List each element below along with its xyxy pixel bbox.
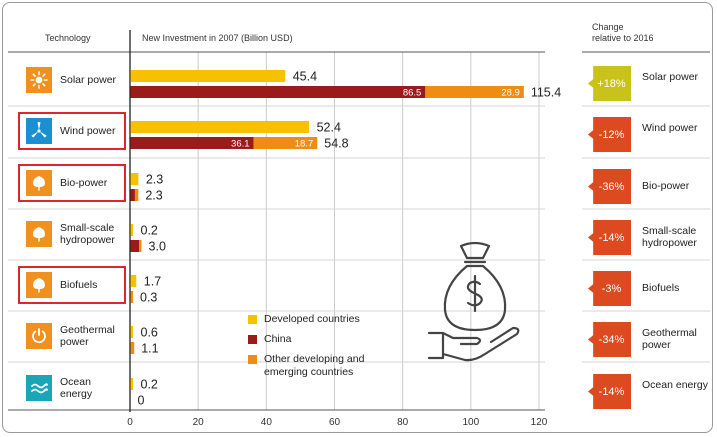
data-label-developed: 45.4 (293, 70, 317, 84)
bar-developed (130, 121, 310, 133)
segment-label-other: 28.9 (501, 88, 520, 99)
data-label-developing: 0.3 (140, 291, 157, 305)
bar-china (130, 189, 135, 201)
change-badge: -3% (588, 271, 631, 306)
change-technology-label: Biofuels (642, 282, 680, 294)
bar-other (130, 342, 135, 354)
x-tick-label: 0 (127, 417, 133, 428)
bar-china (130, 240, 140, 252)
technology-label: Bio-power (60, 177, 108, 189)
leaf-icon (26, 221, 52, 247)
bar-developed (130, 224, 133, 236)
change-badge: -12% (588, 117, 631, 152)
leaf-icon (26, 272, 52, 298)
data-label-developing: 3.0 (149, 240, 166, 254)
segment-label-china: 36.1 (231, 139, 250, 150)
change-technology-label: Solar power (642, 71, 699, 83)
technology-row: Biofuels (18, 266, 126, 304)
data-label-developing: 2.3 (145, 189, 162, 203)
technology-label: Geothermal power (60, 324, 115, 348)
x-tick-label: 60 (329, 417, 341, 428)
x-tick-label: 100 (462, 417, 479, 428)
bar-other (253, 137, 318, 149)
figure-frame (2, 2, 713, 433)
change-badge: -36% (588, 169, 631, 204)
bar-other (425, 86, 524, 98)
technology-header: Technology (45, 33, 91, 43)
change-header: Change relative to 2016 (592, 22, 654, 43)
segment-label-china: 86.5 (403, 88, 422, 99)
technology-label: Biofuels (60, 279, 98, 291)
investment-header: New Investment in 2007 (Billion USD) (142, 33, 293, 43)
segment-label-other: 18.7 (295, 139, 314, 150)
change-badge: -14% (588, 220, 631, 255)
data-label-developed: 1.7 (144, 275, 161, 289)
x-tick-label: 20 (193, 417, 205, 428)
technology-row: Wind power (18, 112, 126, 150)
legend-label-china: China (264, 333, 292, 345)
bar-developed (130, 275, 137, 287)
legend-item-china: China (248, 333, 291, 346)
legend-label-developed: Developed countries (264, 313, 360, 325)
data-label-developed: 0.2 (141, 224, 158, 238)
data-label-developed: 0.6 (141, 326, 158, 340)
legend-swatch-developed (248, 315, 257, 324)
bar-china (130, 137, 254, 149)
change-technology-label: Wind power (642, 122, 698, 134)
technology-row: Solar power (20, 63, 124, 97)
change-technology-label: Ocean energy (642, 379, 708, 391)
data-label-developed: 2.3 (146, 173, 163, 187)
technology-label: Wind power (60, 125, 116, 137)
bar-other (139, 240, 142, 252)
technology-row: Small-scale hydropower (20, 217, 124, 251)
data-label-developing: 54.8 (324, 137, 348, 151)
x-tick-label: 80 (397, 417, 409, 428)
technology-row: Ocean energy (20, 371, 124, 405)
data-label-developing: 1.1 (141, 342, 158, 356)
data-label-developed: 0.2 (141, 378, 158, 392)
bar-developed (130, 70, 286, 82)
wave-icon (26, 375, 52, 401)
change-badge: -34% (588, 322, 631, 357)
change-technology-label: Small-scale hydropower (642, 225, 697, 249)
data-label-developing: 0 (138, 394, 145, 408)
power-icon (26, 323, 52, 349)
data-label-developed: 52.4 (317, 121, 341, 135)
technology-label: Solar power (60, 74, 117, 86)
technology-row: Geothermal power (20, 319, 124, 353)
x-tick-label: 120 (531, 417, 548, 428)
bar-other (134, 189, 139, 201)
data-label-developing: 115.4 (531, 86, 561, 100)
legend-swatch-other (248, 355, 257, 364)
legend-item-other: Other developing and emerging countries (248, 353, 398, 379)
technology-row: Bio-power (18, 164, 126, 202)
wind-turbine-icon (26, 118, 52, 144)
change-badge: +18% (588, 66, 631, 101)
change-technology-label: Geothermal power (642, 327, 697, 351)
change-technology-label: Bio-power (642, 180, 690, 192)
leaf-icon (26, 170, 52, 196)
money-bag-in-hand-icon (427, 241, 520, 362)
legend-swatch-china (248, 335, 257, 344)
bar-china (130, 86, 426, 98)
bar-developed (130, 326, 133, 338)
legend-label-other: Other developing and emerging countries (264, 353, 365, 378)
x-tick-label: 40 (261, 417, 273, 428)
bar-developed (130, 173, 139, 185)
sun-icon (26, 67, 52, 93)
technology-label: Small-scale hydropower (60, 222, 115, 246)
legend-item-developed: Developed countries (248, 313, 360, 326)
technology-label: Ocean energy (60, 376, 93, 400)
bar-developed (130, 378, 133, 390)
change-badge: -14% (588, 374, 631, 409)
bar-other (130, 291, 133, 303)
